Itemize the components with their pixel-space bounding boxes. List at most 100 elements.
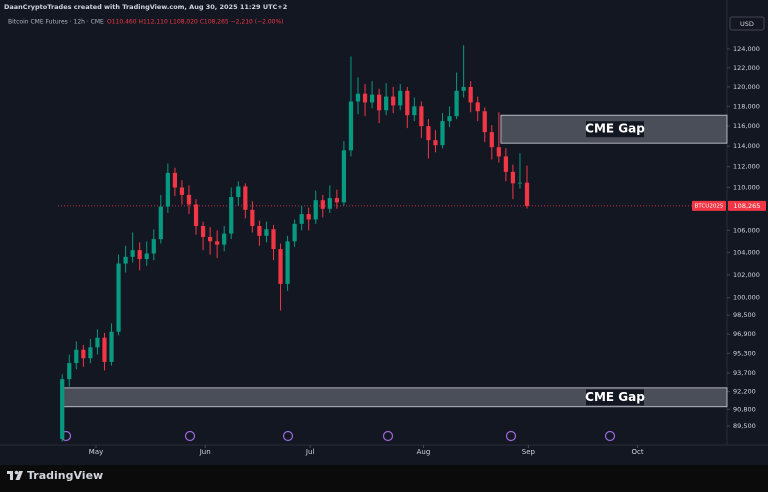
candle-body [468,86,473,103]
gap-label: CME Gap [585,122,645,136]
candle-body [257,225,262,236]
candle-body [88,347,93,359]
candle-body [433,140,438,146]
candle-body [524,182,530,206]
candle-body [412,106,417,116]
candle-body [172,172,178,188]
candle-body [362,93,368,103]
candle-body [341,150,347,203]
currency: USD [740,20,754,28]
y-tick-label: 100,000 [733,294,760,302]
x-tick-label: May [89,448,103,456]
y-tick-label: 120,000 [733,83,760,91]
event-icon[interactable] [184,430,196,442]
candle-body [419,106,424,127]
candle-body [475,102,480,112]
candle-body [186,194,192,205]
logo-part [10,471,13,480]
candle-body [102,337,107,362]
candle-body [151,239,156,254]
event-icon[interactable] [505,430,517,442]
x-tick-label: Oct [632,448,644,456]
candle-body [398,90,403,106]
candle-body [306,214,311,220]
x-tick-label: Jul [305,448,315,456]
y-tick-label: 89,500 [733,422,756,430]
candle-body [179,187,185,195]
y-tick-label: 116,000 [733,122,760,130]
symbol-tag [692,200,726,211]
y-tick-label: 96,900 [733,330,756,338]
candle-body [193,204,199,226]
y-tick-label: 95,300 [733,349,756,357]
chart-title: Bitcoin CME Futures · 12h · CME [8,19,104,26]
candle-body [116,263,121,332]
y-tick-label: 106,000 [733,226,760,234]
candle-body [334,198,339,203]
candle-body [222,233,227,245]
candle-body [215,241,220,245]
candle-body [137,250,142,260]
candle-body [278,249,283,284]
symbol-tag-label: BTCU2025 [695,203,724,209]
gap-zone [500,114,728,144]
x-tick-label: Jun [199,448,211,456]
candle-body [109,331,114,362]
candle-body [405,90,410,116]
candle-body [461,86,466,91]
candle-body [229,197,234,234]
y-tick-label: 118,000 [733,102,760,110]
candle-body [81,349,86,359]
candle-body [236,186,241,198]
y-tick-label: 93,700 [733,369,756,377]
event-icon[interactable] [382,430,394,442]
candle-body [440,121,445,146]
y-tick-label: 124,000 [733,45,760,53]
logo-part [15,471,23,480]
candle-body [517,182,523,184]
candle-body [299,214,304,224]
brand: TradingView [27,469,103,482]
candle-body [496,147,501,157]
candle-body [60,379,65,439]
candle-body [200,225,206,237]
currency-box[interactable] [729,16,765,31]
candle-body [158,206,163,240]
logo-part [14,470,19,475]
ohlc-legend: O110,460 H112,110 L108,020 C108,265 −2,2… [107,19,284,26]
candle-body [510,171,516,184]
gap-label-box [586,121,644,138]
gap-label: CME Gap [585,390,645,404]
candle-body [207,236,213,242]
candle-body [320,200,325,209]
y-tick-label: 98,500 [733,311,756,319]
candle-body [348,101,354,151]
candle-body [165,172,170,207]
y-tick-label: 114,000 [733,142,760,150]
gap-label-box [586,389,644,406]
y-tick-label: 90,800 [733,405,756,413]
last-price-tag [728,200,766,211]
candle-body [123,256,128,264]
y-tick-label: 104,000 [733,248,760,256]
candle-body [489,132,494,148]
candle-body [130,250,135,257]
candle-body [95,337,100,348]
candle-body [250,209,255,226]
candle-body [482,111,487,133]
candle-body [454,90,459,117]
event-icon[interactable] [604,430,616,442]
credit: DaanCryptoTrades created with TradingVie… [4,3,287,11]
y-tick-label: 92,200 [733,388,756,396]
candle-body [503,156,508,172]
last-price-label: 108,265 [734,202,761,210]
y-tick-label: 102,000 [733,271,760,279]
candle-body [327,198,332,209]
candle-body [384,96,389,111]
candle-body [144,253,149,260]
event-icon[interactable] [282,430,294,442]
x-tick-label: Aug [417,448,431,456]
candle-body [292,223,297,242]
